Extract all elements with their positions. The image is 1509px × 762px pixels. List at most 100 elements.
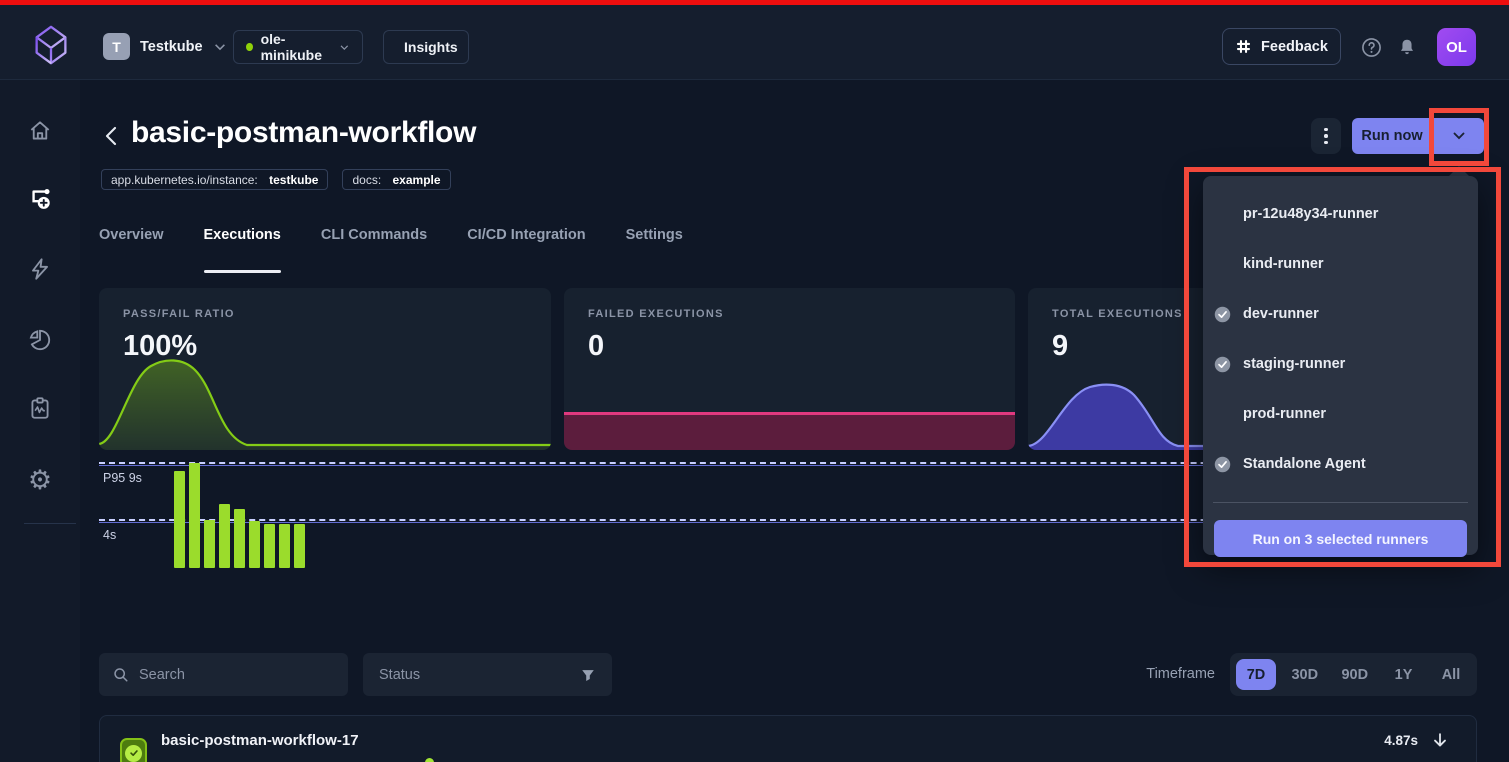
check-circle-icon: [1214, 456, 1231, 472]
env-name: ole-minikube: [260, 31, 323, 63]
gear-icon: ⚙: [27, 464, 53, 495]
timeframe-group: 7D 30D 90D 1Y All: [1230, 653, 1477, 696]
failed-executions-card: FAILED EXECUTIONS 0: [564, 288, 1015, 450]
duration-bar[interactable]: [219, 504, 230, 568]
pass-fail-ratio-card: PASS/FAIL RATIO 100%: [99, 288, 551, 450]
testkube-logo-icon[interactable]: [28, 22, 74, 68]
slack-icon: [1237, 39, 1251, 54]
card-label: FAILED EXECUTIONS: [588, 308, 724, 320]
duration-bars: [99, 455, 1477, 575]
top-bar: T Testkube ole-minikube Insights Fe: [0, 5, 1509, 80]
org-switcher[interactable]: T Testkube: [103, 33, 227, 60]
environment-selector[interactable]: ole-minikube: [233, 30, 363, 64]
sidebar-item-home[interactable]: [0, 109, 80, 153]
back-button[interactable]: [100, 124, 124, 148]
timeframe-all[interactable]: All: [1431, 659, 1471, 690]
help-button[interactable]: [1359, 35, 1383, 59]
download-icon[interactable]: [1430, 731, 1450, 751]
env-status-dot: [246, 43, 253, 51]
label-tags: app.kubernetes.io/instance: testkube doc…: [101, 169, 451, 190]
runner-item-standalone-agent[interactable]: Standalone Agent: [1203, 439, 1478, 489]
runner-item-pr-12u48y34[interactable]: pr-12u48y34-runner: [1243, 206, 1379, 222]
insights-button[interactable]: Insights: [383, 30, 469, 64]
chevron-down-icon: [340, 44, 349, 50]
execution-row[interactable]: basic-postman-workflow-17 4.87s: [99, 715, 1477, 762]
check-circle-icon: [1214, 306, 1231, 322]
execution-status-dot: [425, 758, 434, 762]
runner-dropdown: pr-12u48y34-runner kind-runner dev-runne…: [1203, 176, 1478, 557]
pie-chart-icon: [29, 329, 51, 351]
clipboard-pulse-icon: [31, 397, 49, 419]
duration-bar[interactable]: [204, 520, 215, 568]
dropdown-divider: [1213, 502, 1468, 503]
check-circle-icon: [1214, 356, 1231, 372]
timeframe-90d[interactable]: 90D: [1333, 659, 1376, 690]
sidebar-item-status[interactable]: [0, 386, 80, 430]
duration-bar[interactable]: [294, 524, 305, 568]
filter-funnel-icon: [582, 669, 594, 681]
lightning-icon: [32, 258, 48, 280]
card-value: 0: [588, 330, 605, 362]
sidebar-item-insights[interactable]: [0, 318, 80, 362]
search-input[interactable]: [139, 666, 334, 683]
timeframe-7d[interactable]: 7D: [1236, 659, 1276, 690]
kebab-icon: [1324, 127, 1328, 132]
duration-bar[interactable]: [174, 471, 185, 568]
p95-marker-line: [99, 462, 1477, 466]
page-title: basic-postman-workflow: [131, 116, 477, 149]
chevron-down-icon: [214, 43, 225, 50]
duration-bar[interactable]: [264, 524, 275, 568]
failed-executions-band: [564, 412, 1015, 450]
timeframe-30d[interactable]: 30D: [1283, 659, 1326, 690]
user-avatar[interactable]: OL: [1437, 28, 1476, 66]
passed-status-icon: [120, 738, 147, 762]
duration-bar[interactable]: [189, 463, 200, 568]
timeframe-label: Timeframe: [1146, 666, 1215, 682]
label-tag: docs: example: [342, 169, 451, 190]
label-tag: app.kubernetes.io/instance: testkube: [101, 169, 329, 190]
runner-item-staging[interactable]: staging-runner: [1203, 339, 1478, 389]
bell-icon: [1401, 39, 1413, 55]
tab-bar: Overview Executions CLI Commands CI/CD I…: [99, 227, 683, 273]
tab-cli-commands[interactable]: CLI Commands: [320, 227, 428, 243]
timeframe-1y[interactable]: 1Y: [1384, 659, 1424, 690]
runner-item-prod[interactable]: prod-runner: [1243, 406, 1326, 422]
sidebar: ⚙: [0, 80, 80, 762]
run-options-button[interactable]: [1434, 118, 1484, 154]
tab-settings[interactable]: Settings: [625, 227, 683, 243]
duration-bar[interactable]: [234, 509, 245, 568]
search-icon: [114, 667, 128, 682]
runner-item-dev[interactable]: dev-runner: [1203, 289, 1478, 339]
execution-duration-chart: P95 9s 4s: [99, 455, 1477, 575]
sidebar-divider: [24, 523, 76, 524]
home-icon: [30, 121, 50, 140]
duration-bar[interactable]: [249, 521, 260, 568]
card-label: TOTAL EXECUTIONS: [1052, 308, 1183, 320]
more-actions-button[interactable]: [1311, 118, 1341, 154]
run-on-selected-runners-button[interactable]: Run on 3 selected runners: [1214, 520, 1467, 557]
sidebar-item-workflows[interactable]: [0, 176, 80, 220]
tab-cicd-integration[interactable]: CI/CD Integration: [467, 227, 586, 243]
median-marker-label: 4s: [103, 528, 117, 542]
feedback-label: Feedback: [1261, 38, 1328, 55]
tab-overview[interactable]: Overview: [99, 227, 164, 243]
help-circle-icon: [1361, 37, 1381, 57]
search-box: [99, 653, 348, 696]
status-filter[interactable]: Status: [363, 653, 612, 696]
chevron-down-icon: [1453, 132, 1465, 140]
runner-item-kind[interactable]: kind-runner: [1243, 256, 1324, 272]
tab-executions[interactable]: Executions: [203, 227, 282, 273]
run-now-button[interactable]: Run now: [1352, 118, 1433, 154]
status-filter-label: Status: [379, 666, 421, 683]
insights-label: Insights: [404, 39, 458, 55]
sidebar-item-triggers[interactable]: [0, 247, 80, 291]
p95-marker-label: P95 9s: [103, 471, 142, 485]
notifications-button[interactable]: [1395, 35, 1419, 59]
annotation-top-line: [0, 0, 1509, 5]
execution-name: basic-postman-workflow-17: [161, 732, 359, 749]
sidebar-item-settings[interactable]: ⚙: [0, 458, 80, 502]
feedback-button[interactable]: Feedback: [1222, 28, 1341, 65]
card-value: 100%: [123, 330, 198, 362]
duration-bar[interactable]: [279, 524, 290, 568]
